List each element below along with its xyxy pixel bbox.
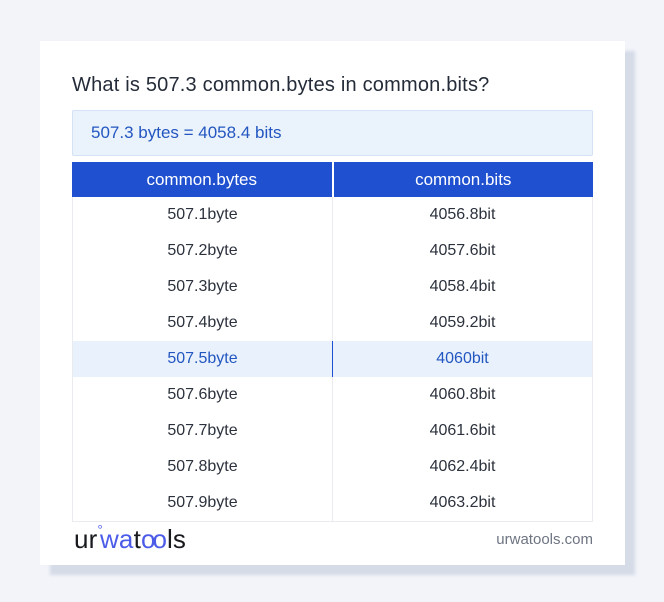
column-header-bits: common.bits xyxy=(331,162,594,197)
bits-cell[interactable]: 4057.6bit xyxy=(332,233,592,269)
bits-cell[interactable]: 4056.8bit xyxy=(332,197,592,233)
table-header-row: common.bytes common.bits xyxy=(72,162,593,197)
logo-text-ls: ls xyxy=(166,524,187,554)
page-title: What is 507.3 common.bytes in common.bit… xyxy=(72,74,490,96)
bits-cell[interactable]: 4063.2bit xyxy=(332,485,592,521)
bytes-cell[interactable]: 507.3byte xyxy=(167,278,238,295)
bytes-cell[interactable]: 507.2byte xyxy=(167,242,238,259)
table-row[interactable]: 507.8byte 4062.4bit xyxy=(73,449,592,485)
table-row[interactable]: 507.3byte 4058.4bit xyxy=(73,269,592,305)
logo-degree-mark: ° xyxy=(97,522,103,537)
logo-linked-oo-icon: oo xyxy=(141,524,167,554)
conversion-result-text: 507.3 bytes = 4058.4 bits xyxy=(91,123,282,142)
card-footer: ur°watoo ls urwatools.com xyxy=(40,521,625,565)
bits-cell[interactable]: 4059.2bit xyxy=(332,305,592,341)
bytes-cell[interactable]: 507.8byte xyxy=(167,458,238,475)
bits-cell[interactable]: 4060.8bit xyxy=(332,377,592,413)
table-row[interactable]: 507.1byte 4056.8bit xyxy=(73,197,592,233)
converter-card: What is 507.3 common.bytes in common.bit… xyxy=(40,41,625,565)
table-row-highlighted[interactable]: 507.5byte 4060bit xyxy=(73,341,592,377)
table-row[interactable]: 507.4byte 4059.2bit xyxy=(73,305,592,341)
bits-cell[interactable]: 4062.4bit xyxy=(332,449,592,485)
conversion-result-box: 507.3 bytes = 4058.4 bits xyxy=(72,110,593,156)
table-row[interactable]: 507.2byte 4057.6bit xyxy=(73,233,592,269)
bytes-cell[interactable]: 507.4byte xyxy=(167,314,238,331)
logo-text-t: t xyxy=(133,524,142,554)
table-row[interactable]: 507.6byte 4060.8bit xyxy=(73,377,592,413)
bytes-cell[interactable]: 507.7byte xyxy=(167,422,238,439)
table-row[interactable]: 507.9byte 4063.2bit xyxy=(73,485,592,521)
bits-cell[interactable]: 4058.4bit xyxy=(332,269,592,305)
logo-text-wa: wa xyxy=(99,524,134,554)
bytes-cell[interactable]: 507.1byte xyxy=(167,206,238,223)
bits-cell[interactable]: 4061.6bit xyxy=(332,413,592,449)
bytes-cell[interactable]: 507.9byte xyxy=(167,494,238,511)
conversion-table: common.bytes common.bits 507.1byte 4056.… xyxy=(72,162,593,522)
urwatools-logo[interactable]: ur°watoo ls xyxy=(74,522,187,554)
bits-cell[interactable]: 4060bit xyxy=(332,341,592,377)
bytes-cell[interactable]: 507.5byte xyxy=(167,350,238,367)
column-header-bytes: common.bytes xyxy=(146,169,258,189)
table-body: 507.1byte 4056.8bit 507.2byte 4057.6bit … xyxy=(72,197,593,522)
table-row[interactable]: 507.7byte 4061.6bit xyxy=(73,413,592,449)
bytes-cell[interactable]: 507.6byte xyxy=(167,386,238,403)
logo-text-ur: ur xyxy=(74,524,98,554)
site-domain-text: urwatools.com xyxy=(496,530,593,548)
